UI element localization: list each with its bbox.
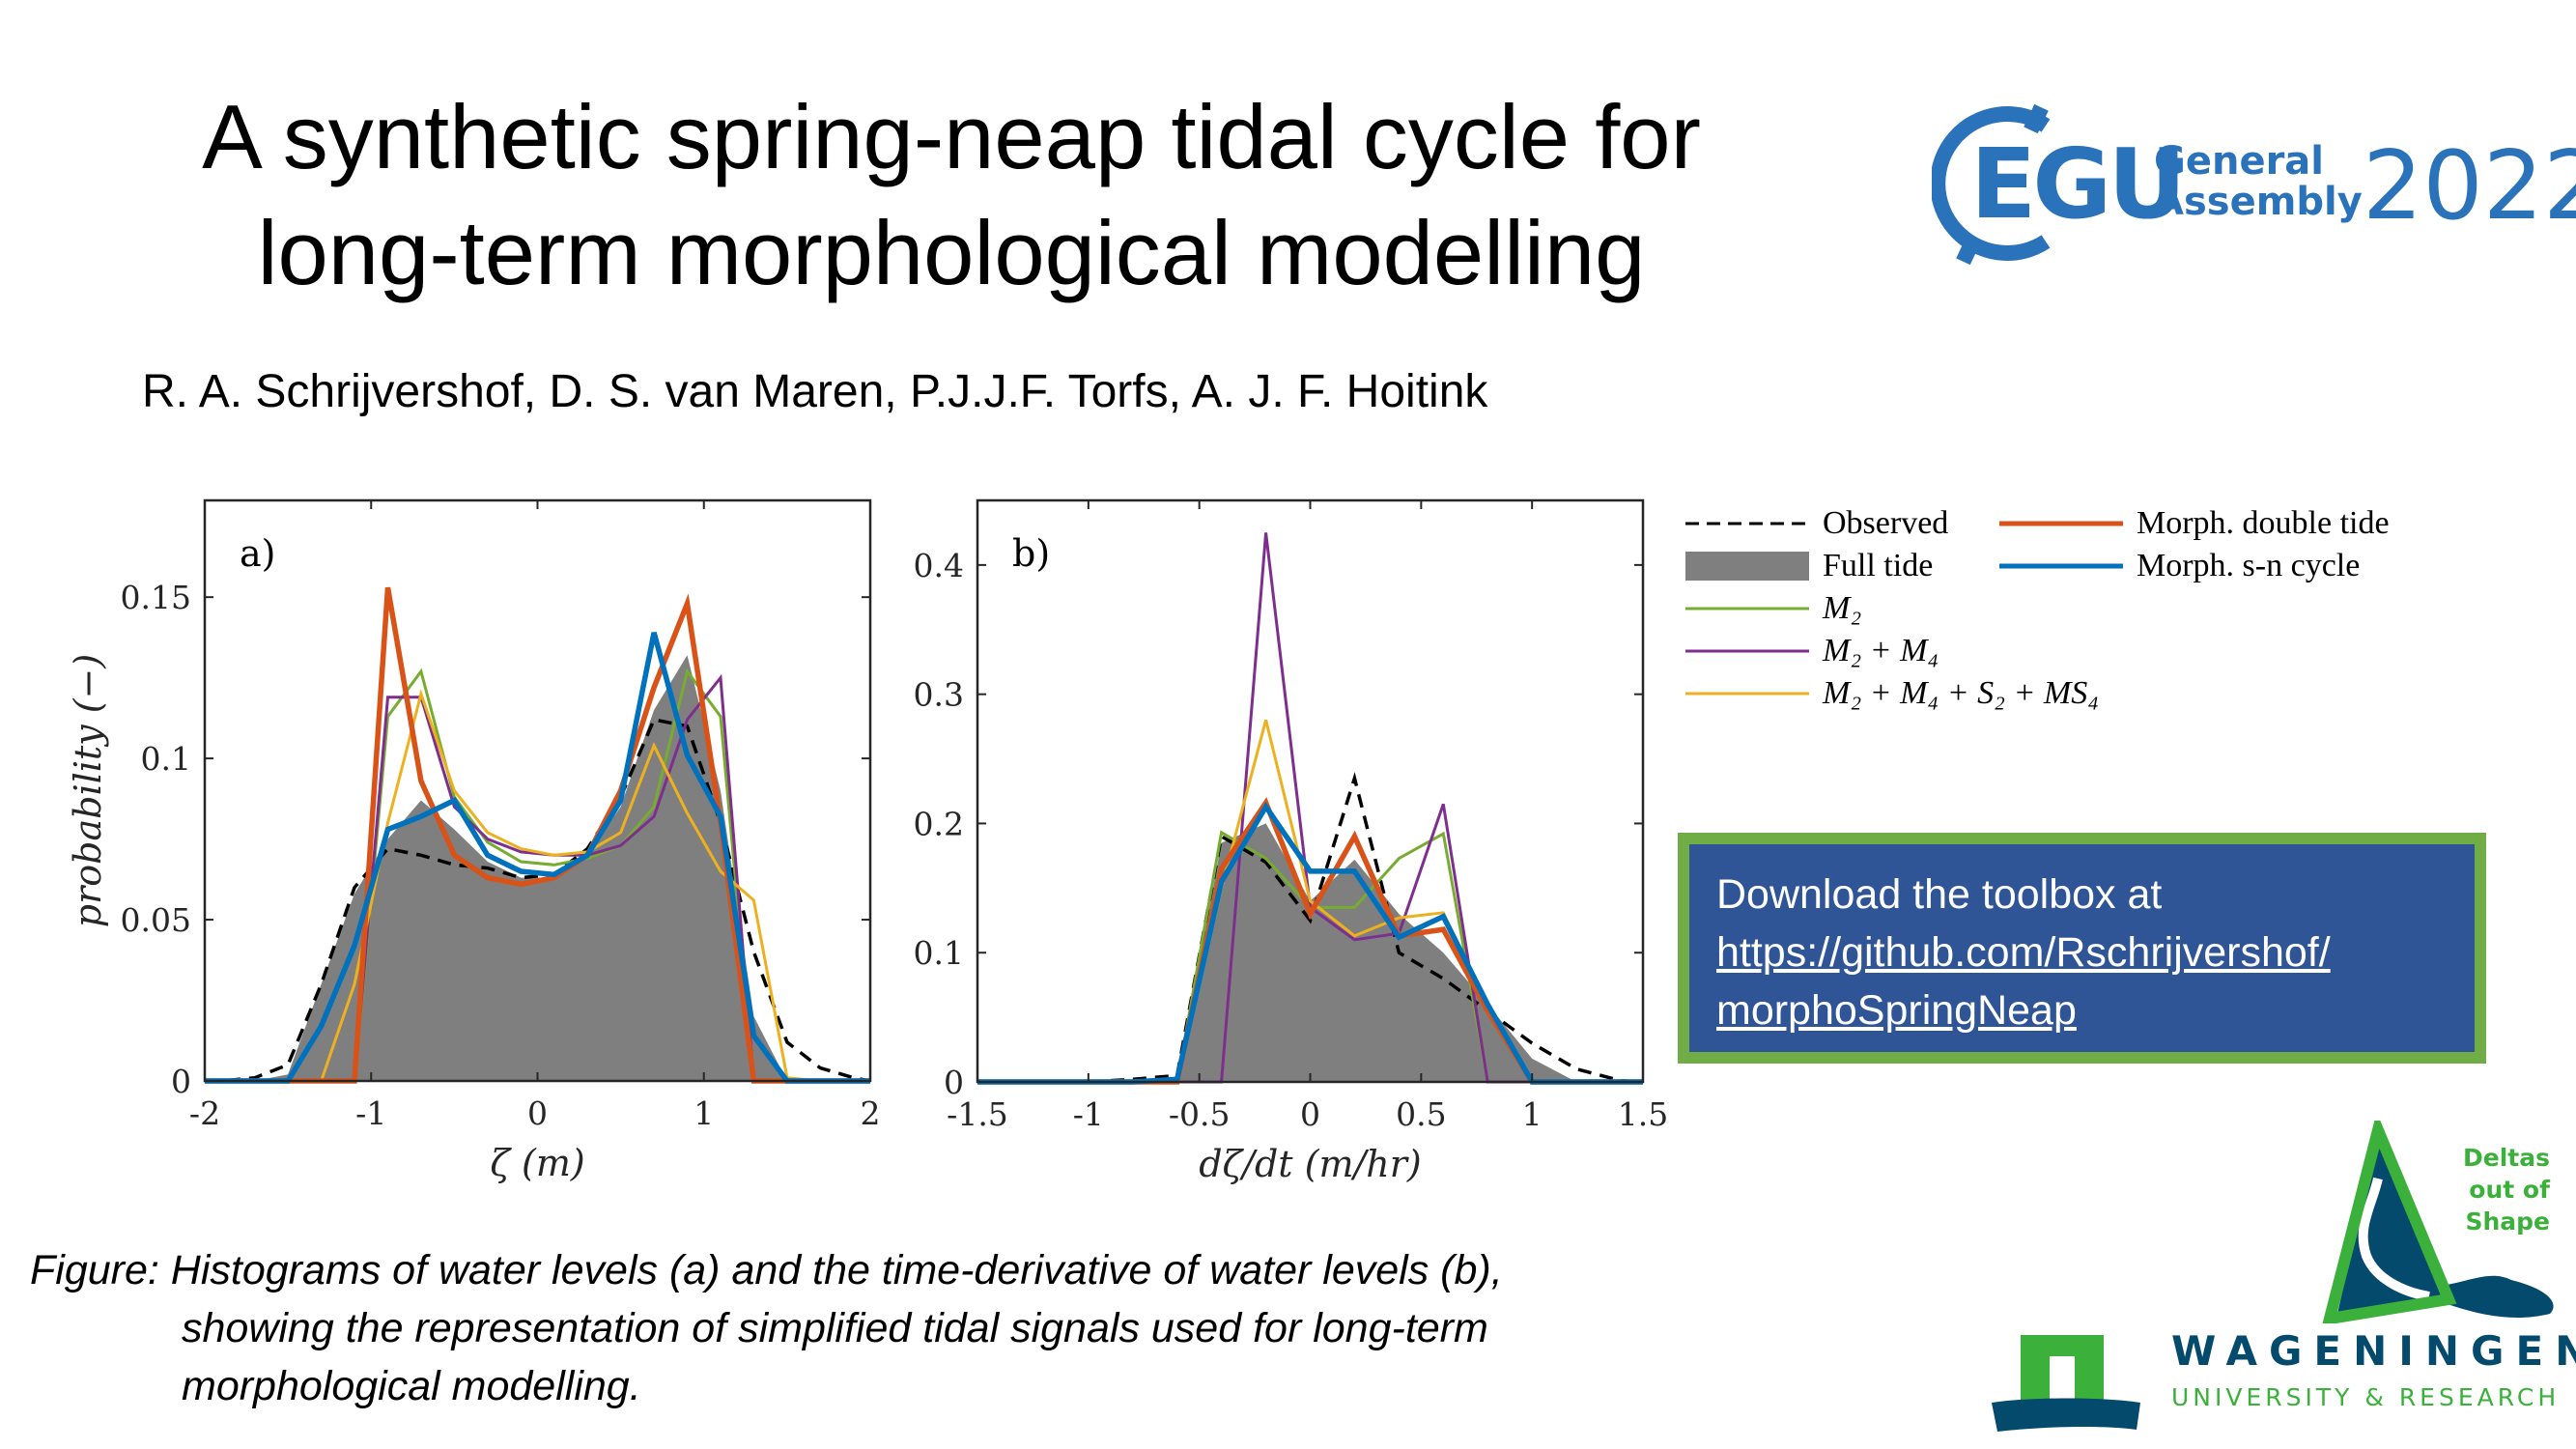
x-tick-label: -2 [189, 1094, 220, 1132]
series-line-morph-s-n-cycle [205, 632, 870, 1084]
legend-label: Observed [1823, 505, 1949, 541]
y-tick-label: 0 [944, 1064, 964, 1101]
dashed-line-swatch [1685, 522, 1809, 526]
wur-name: WAGENINGEN [2171, 1327, 2576, 1375]
download-box: Download the toolbox at https://github.c… [1678, 833, 2486, 1064]
caption-line-1: Figure: Histograms of water levels (a) a… [30, 1247, 1503, 1293]
authors: R. A. Schrijvershof, D. S. van Maren, P.… [142, 366, 1488, 417]
legend-item-full-tide: Full tide [1685, 545, 1933, 587]
legend-item-observed: Observed [1685, 502, 1948, 545]
legend-item-m2: M₂ [1685, 587, 1861, 630]
deltas-out-of-shape-logo: Deltas out of Shape [2318, 1121, 2569, 1323]
egu-general-assembly: General Assembly [2154, 141, 2363, 222]
y-tick-label: 0.1 [914, 934, 964, 972]
x-tick-label: -1.5 [947, 1095, 1008, 1133]
y-tick-label: 0.05 [121, 901, 191, 939]
legend-item-m2-m4-s2-ms4: M₂ + M₄ + S₂ + MS₄ [1685, 672, 2099, 715]
wur-gate-icon [1992, 1335, 2140, 1432]
legend-label: Morph. double tide [2137, 505, 2390, 541]
series-full-tide-area [205, 655, 870, 1081]
deltas-text: Deltas out of Shape [2463, 1142, 2550, 1237]
deltas-line-3: Shape [2465, 1208, 2550, 1236]
egu-wordmark: EGU [1970, 128, 2187, 241]
x-axis-label: dζ/dt (m/hr) [1199, 1143, 1422, 1185]
title-line-1: A synthetic spring-neap tidal cycle for [202, 86, 1701, 187]
yellow-line-swatch [1685, 692, 1809, 696]
green-line-swatch [1685, 607, 1809, 611]
x-tick-label: 0 [1300, 1095, 1320, 1133]
legend-item-morph-double-tide: Morph. double tide [1999, 502, 2390, 545]
x-tick-label: 1 [694, 1094, 714, 1132]
figure-caption: Figure: Histograms of water levels (a) a… [30, 1241, 1503, 1415]
legend-label: Full tide [1823, 548, 1934, 583]
y-tick-label: 0.4 [914, 547, 964, 584]
wur-subtitle: UNIVERSITY & RESEARCH [2171, 1383, 2561, 1411]
egu-logo: EGU General Assembly 2022 [1932, 97, 2576, 270]
y-tick-label: 0.3 [914, 676, 964, 714]
panel-label: a) [240, 532, 275, 575]
slide-title: A synthetic spring-neap tidal cycle for … [77, 79, 1826, 311]
legend-item-morph-sn-cycle: Morph. s-n cycle [1999, 545, 2360, 587]
egu-line-2: Assembly [2154, 180, 2363, 224]
x-tick-label: -1 [355, 1094, 386, 1132]
deltas-line-2: out of [2469, 1176, 2550, 1204]
y-tick-label: 0.2 [914, 805, 964, 842]
y-tick-label: 0 [171, 1063, 191, 1100]
legend-label: Morph. s-n cycle [2137, 548, 2361, 583]
deltas-line-1: Deltas [2463, 1144, 2550, 1172]
download-text: Download the toolbox at [1716, 871, 2163, 918]
x-tick-label: -0.5 [1169, 1095, 1231, 1133]
x-tick-label: -1 [1073, 1095, 1104, 1133]
series-full-tide-area [977, 823, 1643, 1082]
legend-label: M₂ [1823, 590, 1862, 626]
x-tick-label: 0.5 [1396, 1095, 1446, 1133]
egu-line-1: General [2154, 139, 2324, 184]
egu-year: 2022 [2363, 131, 2576, 242]
legend-label: M₂ + M₄ + S₂ + MS₄ [1823, 675, 2100, 711]
toolbox-link-continued[interactable]: morphoSpringNeap [1716, 987, 2077, 1034]
egu-ring-icon [1932, 103, 2051, 266]
y-tick-label: 0.15 [121, 579, 191, 616]
x-tick-label: 1 [1522, 1095, 1543, 1133]
caption-line-3: morphological modelling. [182, 1363, 641, 1409]
series-line-observed [205, 718, 871, 1083]
x-tick-label: 1.5 [1618, 1095, 1668, 1133]
x-tick-label: 0 [527, 1094, 548, 1132]
x-tick-label: 2 [861, 1094, 881, 1132]
y-axis-label: probability (−) [67, 654, 109, 927]
title-line-2: long-term morphological modelling [257, 202, 1646, 303]
x-axis-label: ζ (m) [490, 1142, 584, 1184]
purple-line-swatch [1685, 649, 1809, 653]
toolbox-link[interactable]: https://github.com/Rschrijvershof/ [1716, 929, 2331, 976]
legend-label: M₂ + M₄ [1823, 633, 1939, 668]
orange-line-swatch [1999, 521, 2123, 526]
blue-line-swatch [1999, 563, 2123, 569]
delta-triangle-icon [2322, 1121, 2554, 1323]
legend-item-m2-m4: M₂ + M₄ [1685, 630, 1939, 672]
y-tick-label: 0.1 [141, 740, 191, 778]
gray-fill-swatch [1685, 552, 1809, 581]
panel-label: b) [1012, 532, 1050, 575]
wageningen-logo: WAGENINGEN UNIVERSITY & RESEARCH [1990, 1323, 2576, 1439]
caption-line-2: showing the representation of simplified… [182, 1305, 1488, 1351]
